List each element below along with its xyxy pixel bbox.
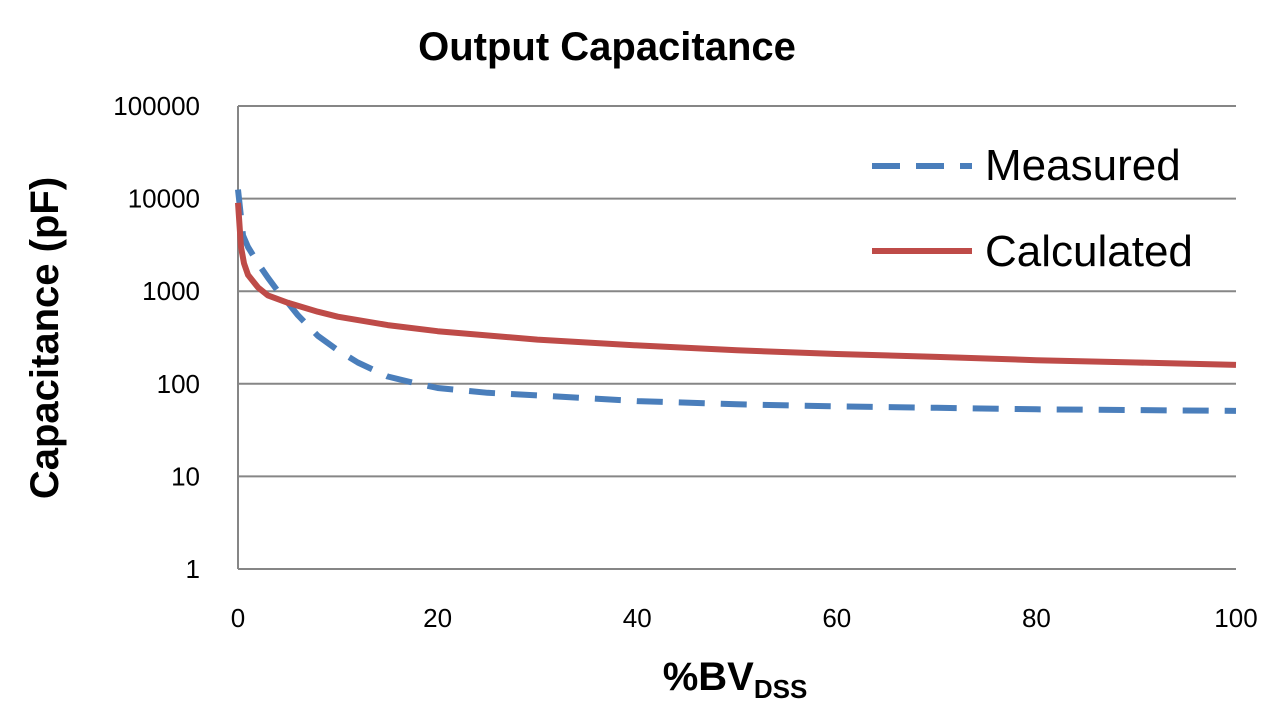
legend-label-calculated: Calculated: [985, 227, 1193, 276]
gridlines: [237, 105, 1236, 570]
x-axis-title: %BVDSS: [663, 655, 808, 704]
y-tick-label: 1: [186, 554, 200, 584]
y-tick-label: 100000: [113, 91, 200, 121]
legend: Measured Calculated: [872, 141, 1193, 276]
x-tick-label: 20: [423, 603, 452, 633]
y-tick-label: 10: [171, 461, 200, 491]
y-tick-label: 100: [157, 369, 200, 399]
x-tick-label: 100: [1214, 603, 1257, 633]
chart-title: Output Capacitance: [418, 25, 796, 69]
x-tick-label: 40: [623, 603, 652, 633]
y-tick-label: 1000: [142, 276, 200, 306]
series-line-calculated: [235, 202, 1237, 368]
y-axis-title: Capacitance (pF): [23, 177, 67, 499]
tick-labels: 1 10 100 1000 10000 100000 0 20 40 60 80 100: [113, 91, 1257, 633]
x-axis-title-main: %BV: [663, 655, 754, 699]
x-tick-label: 0: [231, 603, 245, 633]
series-line-measured: [235, 189, 1237, 414]
x-axis-title-subscript: DSS: [754, 674, 807, 704]
x-tick-label: 80: [1022, 603, 1051, 633]
y-tick-label: 10000: [128, 184, 200, 214]
x-tick-label: 60: [822, 603, 851, 633]
legend-label-measured: Measured: [985, 141, 1181, 190]
series-lines: [235, 189, 1237, 414]
